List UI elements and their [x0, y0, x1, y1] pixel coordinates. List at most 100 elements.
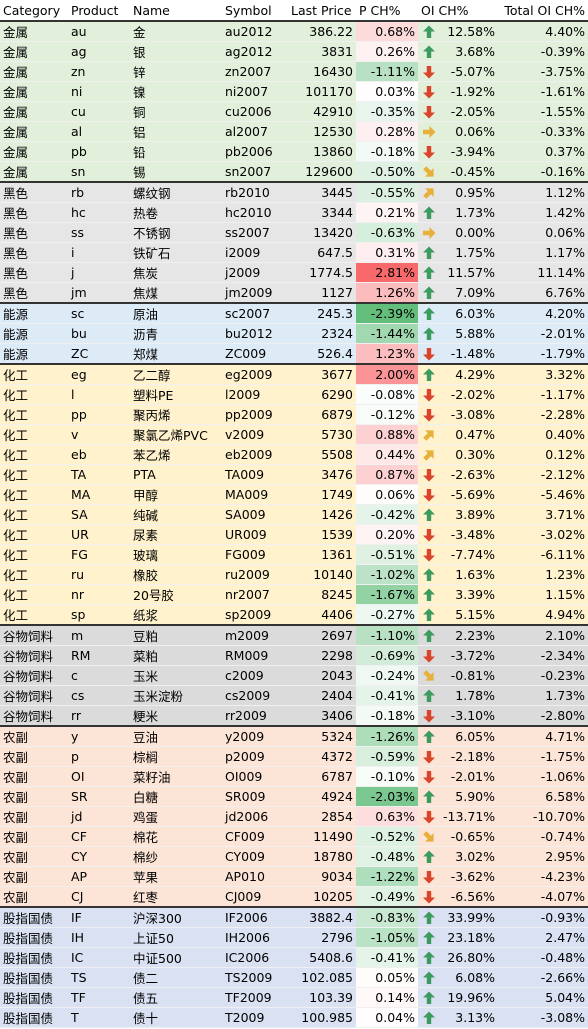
trend-icon-cell [418, 524, 440, 545]
table-cell: sc2007 [222, 302, 288, 324]
table-cell: 股指国债 [0, 1007, 68, 1028]
table-cell: 2.23% [440, 624, 499, 646]
table-cell: rb2010 [222, 181, 288, 203]
table-cell: 245.3 [288, 302, 356, 324]
table-cell: pb [68, 141, 130, 162]
table-cell: c2009 [222, 665, 288, 686]
table-cell: 金属 [0, 61, 68, 82]
table-cell: 金属 [0, 141, 68, 162]
table-cell: ZC [68, 343, 130, 365]
trend-icon-cell [418, 484, 440, 505]
table-cell: TA009 [222, 464, 288, 485]
table-cell: 0.12% [498, 444, 588, 465]
table-cell: 棉纱 [130, 846, 222, 867]
table-cell: al2007 [222, 121, 288, 142]
table-cell: AP010 [222, 866, 288, 887]
table-cell: -1.02% [356, 564, 418, 585]
table-cell: -3.08% [440, 404, 499, 425]
table-cell: 2854 [288, 806, 356, 827]
table-cell: -0.10% [356, 766, 418, 787]
table-cell: 100.985 [288, 1007, 356, 1028]
table-cell: -0.52% [356, 826, 418, 847]
table-cell: p2009 [222, 746, 288, 767]
table-cell: 1.15% [498, 584, 588, 605]
table-cell: 金属 [0, 41, 68, 62]
table-cell: CF [68, 826, 130, 847]
table-cell: TS [68, 967, 130, 988]
table-cell: -1.55% [498, 101, 588, 122]
table-cell: -6.56% [440, 886, 499, 908]
table-cell: pp [68, 404, 130, 425]
header-row: Category Product Name Symbol Last Price P CH%… [0, 0, 588, 22]
table-cell: -1.61% [498, 81, 588, 102]
table-cell: IF [68, 906, 130, 928]
arrow-shape [423, 608, 435, 621]
table-cell: 6.58% [498, 786, 588, 807]
table-cell: 2.81% [356, 262, 418, 283]
table-cell: 6879 [288, 404, 356, 425]
table-row: 农副 jd 鸡蛋 jd2006 2854 0.63% -13.71% -10.70% [0, 806, 588, 827]
table-cell: 2298 [288, 645, 356, 666]
table-cell: eb2009 [222, 444, 288, 465]
table-cell: -3.72% [440, 645, 499, 666]
table-cell: 化工 [0, 404, 68, 425]
arrow-shape [423, 770, 435, 783]
table-cell: 11.57% [440, 262, 499, 283]
table-cell: 债十 [130, 1007, 222, 1028]
table-cell: -0.65% [440, 826, 499, 847]
trend-arrow [423, 730, 435, 743]
table-cell: 上证50 [130, 927, 222, 948]
trend-icon-cell [418, 1007, 440, 1028]
arrow-shape [423, 488, 435, 501]
table-row: 黑色 rb 螺纹钢 rb2010 3445 -0.55% 0.95% 1.12% [0, 181, 588, 203]
table-cell: jm2009 [222, 282, 288, 304]
table-cell: 纸浆 [130, 604, 222, 626]
table-cell: au [68, 21, 130, 42]
table-cell: 纯碱 [130, 504, 222, 525]
table-cell: ss [68, 222, 130, 243]
table-cell: -1.17% [498, 384, 588, 405]
table-cell: 谷物饲料 [0, 705, 68, 727]
table-cell: 化工 [0, 444, 68, 465]
table-cell: 金属 [0, 101, 68, 122]
table-cell: 能源 [0, 343, 68, 365]
table-cell: hc [68, 202, 130, 223]
table-cell: 2324 [288, 323, 356, 344]
table-cell: 化工 [0, 464, 68, 485]
table-cell: -3.10% [440, 705, 499, 727]
table-cell: 股指国债 [0, 947, 68, 968]
table-cell: 1127 [288, 282, 356, 304]
table-cell: -5.07% [440, 61, 499, 82]
table-cell: 1.17% [498, 242, 588, 263]
arrow-shape [423, 1011, 435, 1024]
arrow-shape [423, 689, 435, 702]
table-cell: -2.03% [356, 786, 418, 807]
table-cell: TF [68, 987, 130, 1008]
table-row: 金属 cu 铜 cu2006 42910 -0.35% -2.05% -1.55% [0, 101, 588, 122]
trend-arrow [423, 890, 435, 903]
table-cell: CY009 [222, 846, 288, 867]
table-cell: ru [68, 564, 130, 585]
arrow-shape [423, 85, 435, 98]
trend-arrow [423, 911, 435, 924]
table-cell: FG [68, 544, 130, 565]
table-cell: 沪深300 [130, 906, 222, 928]
table-cell: cu2006 [222, 101, 288, 122]
table-row: 股指国债 T 债十 T2009 100.985 0.04% 3.13% -3.08% [0, 1007, 588, 1028]
table-cell: 玻璃 [130, 544, 222, 565]
table-row: 股指国债 TF 债五 TF2009 103.39 0.14% 19.96% 5.04% [0, 987, 588, 1008]
table-cell: -4.07% [498, 886, 588, 908]
table-cell: -0.42% [356, 504, 418, 525]
table-row: 农副 CY 棉纱 CY009 18780 -0.48% 3.02% 2.95% [0, 846, 588, 867]
table-row: 谷物饲料 c 玉米 c2009 2043 -0.24% -0.81% -0.23% [0, 665, 588, 686]
table-cell: 6.76% [498, 282, 588, 304]
arrow-shape [423, 266, 435, 279]
table-row: 化工 l 塑料PE l2009 6290 -0.08% -2.02% -1.17% [0, 384, 588, 405]
trend-icon-cell [418, 705, 440, 727]
table-cell: al [68, 121, 130, 142]
arrow-shape [423, 951, 435, 964]
table-cell: 1.73% [440, 202, 499, 223]
table-cell: eg2009 [222, 363, 288, 385]
